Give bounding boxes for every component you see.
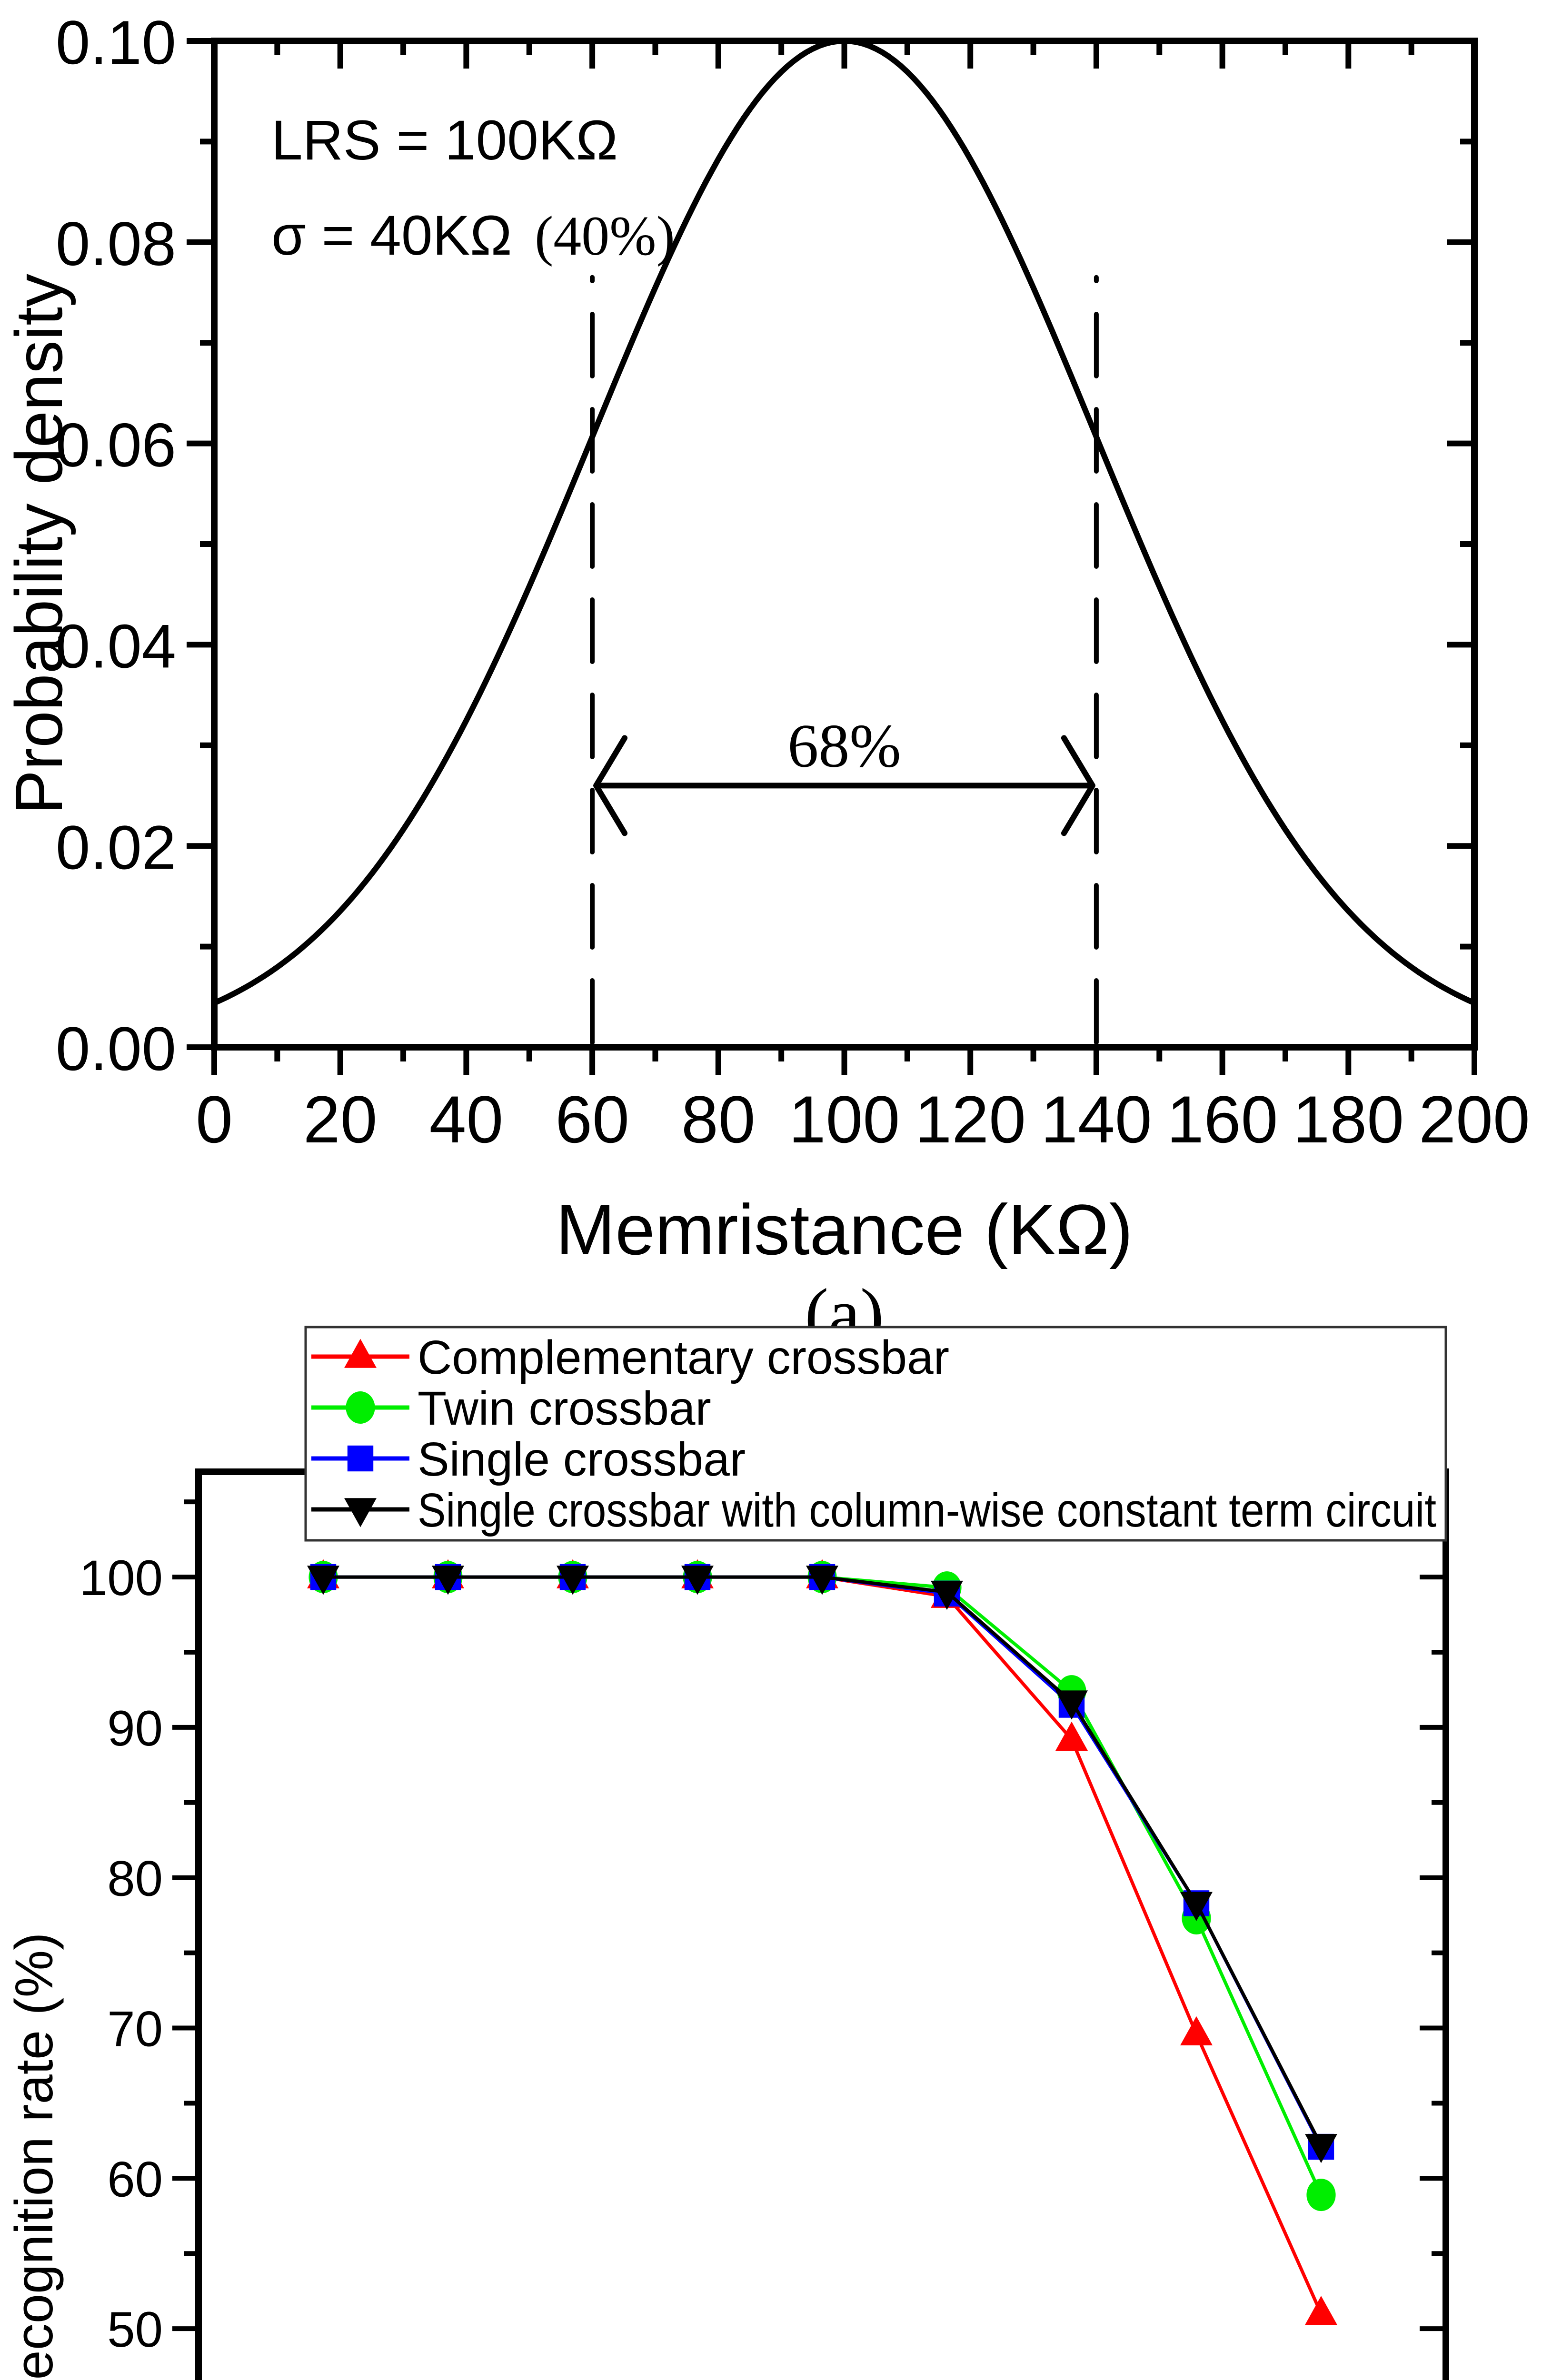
legend-label: Single crossbar	[418, 1433, 746, 1486]
data-point	[681, 1566, 714, 1595]
y-tick-label: 0.08	[56, 209, 176, 278]
gaussian-curve	[213, 38, 1476, 1006]
span-label-68: 68%	[787, 712, 901, 780]
series-single-crossbar	[310, 1564, 1334, 2160]
data-point	[1055, 1721, 1088, 1751]
legend-item: Single crossbar	[311, 1433, 746, 1486]
series-complementary-crossbar	[307, 1559, 1337, 2325]
series-group-b	[307, 1559, 1337, 2325]
arrow-head-left	[593, 735, 628, 836]
span-arrow-68	[593, 735, 1095, 836]
legend-label: Single crossbar with column-wise constan…	[418, 1484, 1436, 1537]
legend-label: Twin crossbar	[418, 1382, 711, 1435]
legend-box	[304, 1326, 1447, 1542]
sigma-label-main: σ = 40KΩ	[271, 204, 512, 267]
legend-item: Single crossbar with column-wise constan…	[311, 1484, 1436, 1537]
data-point	[1180, 2016, 1213, 2045]
data-point	[1180, 1892, 1213, 1921]
lrs-label: LRS = 100KΩ	[271, 109, 618, 172]
series-single-crossbar-with-column-wise-constant-term-circuit	[307, 1566, 1337, 2163]
data-point	[557, 1566, 589, 1595]
data-point	[806, 1566, 838, 1595]
y-tick-label: 0.00	[56, 1014, 176, 1083]
x-tick-label: 100	[789, 1082, 900, 1157]
arrow-head-right	[1061, 735, 1095, 836]
y-tick-labels-b: 405060708090100	[80, 1550, 163, 2358]
plot-frame-a	[211, 38, 1478, 1051]
series-line	[323, 1575, 1323, 2146]
x-axis-label-a: Memristance (KΩ)	[556, 1190, 1133, 1269]
y-tick-label: 0.04	[56, 611, 176, 681]
sigma-label: σ = 40KΩ (40%)	[271, 204, 675, 267]
y-tick-label: 80	[107, 1851, 163, 1907]
x-tick-label: 40	[429, 1082, 504, 1157]
legend-marker-square-icon	[347, 1445, 374, 1472]
y-tick-label: 0.02	[56, 813, 176, 882]
data-point	[1305, 2296, 1337, 2325]
legend-marker-circle-icon	[346, 1391, 375, 1424]
y-ticks-a	[187, 38, 1474, 1050]
plot-frame-b	[195, 1468, 1449, 2380]
x-tick-label: 0	[196, 1082, 233, 1157]
x-tick-label: 160	[1167, 1082, 1278, 1157]
legend-item: Twin crossbar	[311, 1382, 711, 1435]
y-tick-label: 50	[107, 2302, 163, 2358]
sigma-label-percent: (40%)	[535, 205, 675, 267]
x-tick-label: 120	[915, 1082, 1026, 1157]
panel-a: 0 20 40 60 80 100 120 140 160 180 200 0.00 0.02 0.04…	[1, 8, 1530, 1353]
data-point	[1305, 2134, 1337, 2163]
y-tick-label: 60	[107, 2152, 163, 2207]
legend-label: Complementary crossbar	[418, 1331, 949, 1384]
legend-marker-triangle-up-icon	[344, 1339, 377, 1368]
legend-item: Complementary crossbar	[311, 1331, 949, 1384]
x-tick-label: 20	[303, 1082, 378, 1157]
reference-lines-a	[590, 275, 1099, 1045]
y-axis-label-a: Probability density	[1, 274, 76, 814]
y-tick-label: 0.10	[56, 8, 176, 77]
x-tick-label: 140	[1041, 1082, 1152, 1157]
data-point	[307, 1566, 339, 1595]
y-tick-label: 0.06	[56, 410, 176, 480]
data-point	[931, 1580, 963, 1610]
y-axis-label-b: Recognition rate (%)	[4, 1933, 64, 2380]
x-tick-label: 180	[1293, 1082, 1404, 1157]
data-point	[432, 1566, 464, 1595]
data-point	[1306, 2179, 1336, 2211]
series-twin-crossbar	[308, 1561, 1336, 2211]
series-line	[323, 1575, 1323, 2196]
x-tick-label: 60	[555, 1082, 629, 1157]
data-point	[1055, 1690, 1088, 1720]
series-line	[323, 1575, 1323, 2315]
x-tick-label: 80	[681, 1082, 756, 1157]
x-tick-label: 200	[1419, 1082, 1530, 1157]
y-tick-label: 70	[107, 2002, 163, 2057]
legend-marker-triangle-down-icon	[344, 1498, 377, 1527]
y-tick-label: 90	[107, 1701, 163, 1756]
x-ticks-a	[211, 41, 1477, 1075]
y-tick-label: 100	[80, 1550, 163, 1606]
panel-b: 010203040 405060708090100 Complementary …	[4, 1326, 1449, 2380]
y-tick-labels-a: 0.00 0.02 0.04 0.06 0.08 0.10	[56, 8, 176, 1083]
x-tick-labels-a: 0 20 40 60 80 100 120 140 160 180 200	[196, 1082, 1530, 1157]
y-ticks-b	[172, 1499, 1446, 2331]
